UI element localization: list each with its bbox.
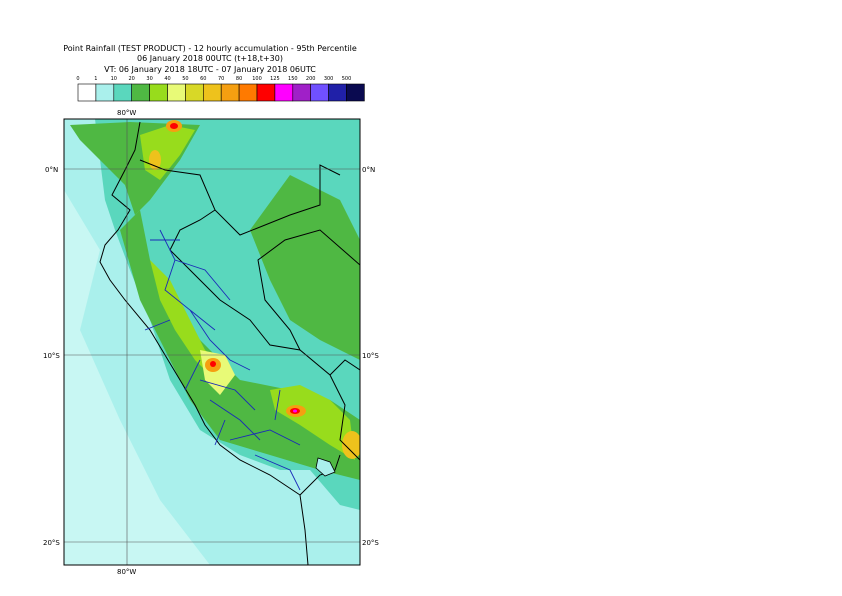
legend-tick-label: 300	[324, 76, 334, 82]
rain-core-yellow-e	[149, 150, 161, 170]
legend-tick-label: 50	[182, 76, 188, 82]
valid-time: VT: 06 January 2018 18UTC - 07 January 2…	[104, 65, 316, 74]
admin-boundaries	[144, 229, 301, 491]
legend-tick-label: 40	[164, 76, 170, 82]
base-time: 06 January 2018 00UTC (t+18,t+30)	[137, 54, 283, 63]
legend-tick-label: 70	[218, 76, 224, 82]
lon-label-bottom: 80°W	[117, 568, 136, 576]
legend-tick-label: 20	[129, 76, 135, 82]
legend-tick-label: 100	[252, 76, 262, 82]
rain-field-east	[250, 175, 360, 360]
legend-tick-label: 0	[76, 76, 79, 82]
legend-swatch	[346, 83, 365, 102]
lat-label-20s-right: 20°S	[362, 539, 379, 547]
legend-tick-label: 150	[288, 76, 298, 82]
lat-label-20s-left: 20°S	[43, 539, 60, 547]
lon-label-top: 80°W	[117, 109, 136, 117]
rain-core-red-a	[210, 361, 216, 367]
legend-tick-label: 1	[94, 76, 97, 82]
country-borders	[139, 159, 360, 496]
rain-field-lightb	[270, 385, 355, 460]
map-title: Point Rainfall (TEST PRODUCT) - 12 hourl…	[63, 44, 357, 53]
coastline	[99, 121, 309, 565]
legend-tick-label: 80	[236, 76, 242, 82]
rain-field-light	[150, 260, 230, 380]
lat-label-0n-left: 0°N	[45, 166, 58, 174]
color-scale-legend: 0 1 10 20 30 40 50 60 70 80 100 125 150 200 300 500	[76, 76, 365, 102]
legend-tick-label: 60	[200, 76, 206, 82]
map-frame	[63, 118, 361, 566]
open-sea	[64, 190, 210, 565]
legend-tick-label: 30	[146, 76, 152, 82]
lat-label-10s-left: 10°S	[43, 352, 60, 360]
lat-label-10s-right: 10°S	[362, 352, 379, 360]
lat-label-0n-right: 0°N	[362, 166, 375, 174]
rain-core-red-c	[170, 123, 178, 129]
legend-tick-label: 125	[270, 76, 280, 82]
legend-tick-label: 500	[342, 76, 352, 82]
rain-core-magenta-b	[293, 409, 297, 413]
legend-tick-label: 10	[111, 76, 117, 82]
legend-tick-label: 200	[306, 76, 316, 82]
lake	[315, 457, 336, 477]
rain-core-yellow-d	[342, 431, 360, 459]
